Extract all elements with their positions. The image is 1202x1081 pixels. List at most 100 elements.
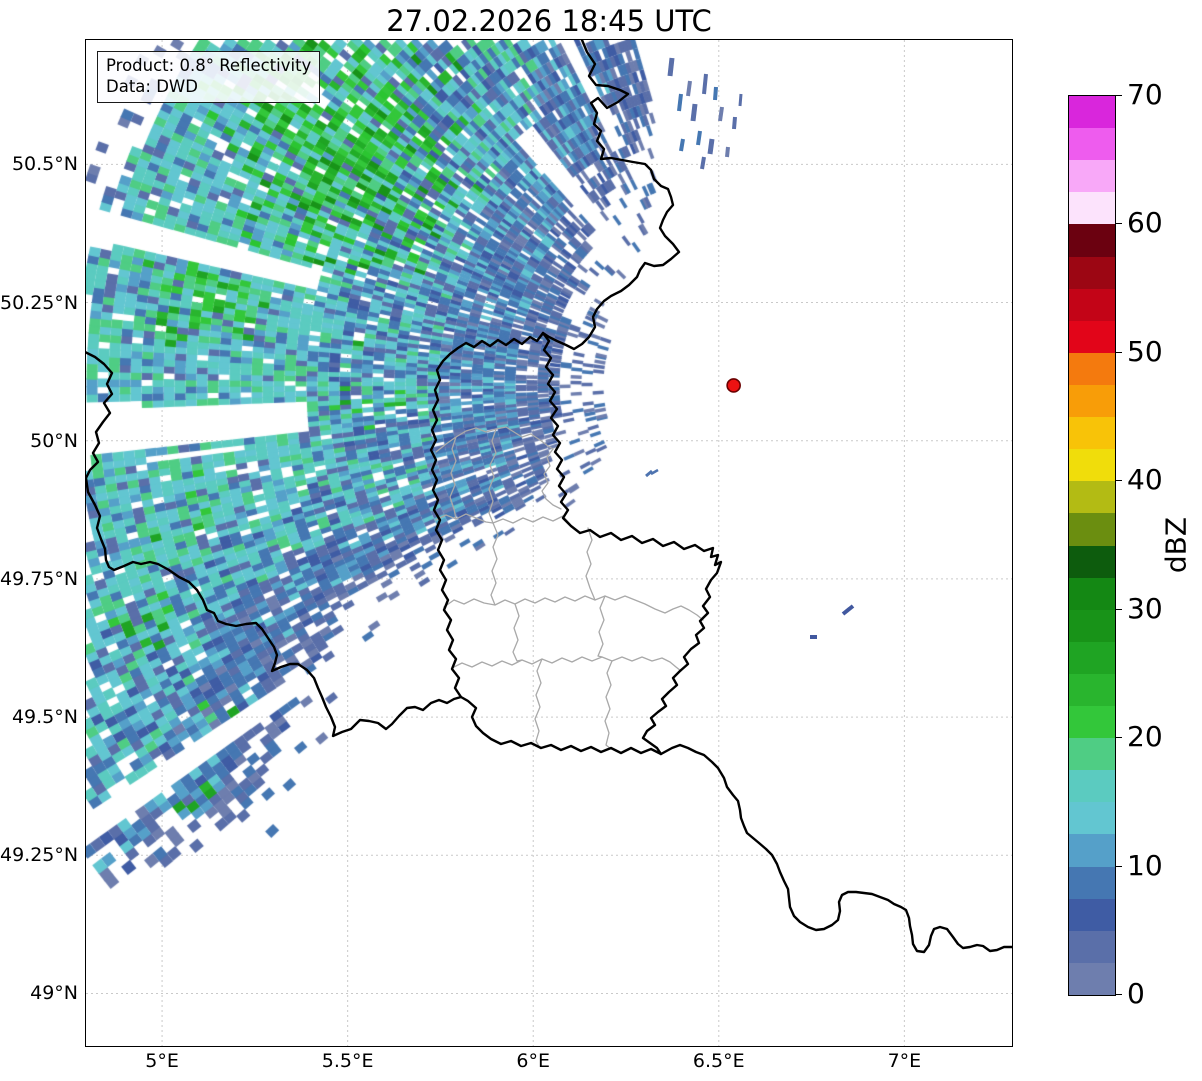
y-tick-label: 49°N [30, 982, 78, 1005]
isolated-echo-bin [707, 138, 715, 155]
radar-site-marker [726, 378, 741, 393]
colorbar-tick-mark [1115, 737, 1122, 739]
isolated-echo-bin [650, 468, 659, 476]
colorbar-segment [1069, 801, 1115, 835]
x-tick-label: 6°E [516, 1050, 551, 1072]
canton-border [534, 658, 543, 749]
annotation-source-line: Data: DWD [106, 77, 198, 97]
colorbar-tick-mark [1115, 480, 1122, 482]
colorbar-tick-label: 60 [1127, 206, 1163, 240]
colorbar-segment [1069, 223, 1115, 257]
colorbar-segment [1069, 256, 1115, 289]
y-tick-label: 49.25°N [0, 844, 79, 867]
isolated-echo-bin [645, 469, 653, 478]
colorbar-tick-label: 10 [1127, 848, 1163, 882]
country-border [541, 40, 681, 351]
colorbar-segment [1069, 384, 1115, 418]
isolated-echo-bin [696, 130, 702, 146]
colorbar-segment [1069, 866, 1115, 899]
colorbar-segment [1069, 641, 1115, 674]
colorbar-tick-label: 20 [1127, 720, 1163, 754]
colorbar-segment [1069, 705, 1115, 739]
colorbar-segment [1069, 545, 1115, 578]
isolated-echo-bin [725, 146, 730, 158]
colorbar-tick-mark [1115, 994, 1122, 995]
colorbar-tick-label: 50 [1127, 334, 1163, 368]
canton-border [604, 660, 613, 750]
isolated-echo-bin [679, 138, 685, 152]
colorbar-segment [1069, 288, 1115, 321]
map-borders-layer [86, 40, 1012, 954]
x-tick-label: 5°E [145, 1050, 179, 1072]
colorbar-segment [1069, 416, 1115, 450]
isolated-echo-bin [700, 156, 706, 170]
isolated-echo-bin [732, 116, 737, 130]
isolated-echo-bin [738, 93, 743, 107]
colorbar-tick-mark [1115, 95, 1122, 96]
colorbar-segment [1069, 737, 1115, 771]
colorbar-segment [1069, 609, 1115, 642]
canton-border [443, 595, 704, 621]
radar-echo-layer [86, 40, 1012, 1046]
isolated-echo-bin [718, 106, 724, 122]
isolated-echo-bin [677, 93, 683, 112]
colorbar-segment [1069, 95, 1115, 129]
colorbar-segment [1069, 930, 1115, 963]
colorbar-tick-label: 0 [1127, 977, 1145, 1010]
colorbar-tick-label: 70 [1127, 78, 1163, 111]
isolated-echo-bin [686, 80, 692, 97]
country-border [429, 331, 723, 756]
isolated-echo-bin [841, 604, 855, 616]
colorbar-segment [1069, 962, 1115, 995]
canton-border [435, 426, 554, 453]
colorbar-axis-label: dBZ [1159, 516, 1193, 574]
colorbar-segment [1069, 320, 1115, 353]
colorbar-segment [1069, 127, 1115, 161]
colorbar-segment [1069, 352, 1115, 385]
y-tick-label: 49.5°N [11, 706, 78, 729]
canton-border [490, 522, 499, 606]
canton-border [597, 595, 606, 658]
colorbar-tick-mark [1115, 865, 1122, 867]
canton-border [512, 603, 523, 662]
colorbar-segment [1069, 448, 1115, 482]
map-plot-area: Product: 0.8° Reflectivity Data: DWD [85, 39, 1013, 1047]
y-tick-label: 50.5°N [11, 153, 78, 176]
canton-border [488, 428, 497, 524]
product-annotation-box: Product: 0.8° Reflectivity Data: DWD [97, 51, 321, 103]
colorbar-tick-mark [1115, 608, 1122, 610]
colorbar-tick-mark [1115, 223, 1122, 225]
colorbar-segment [1069, 833, 1115, 867]
annotation-product-line: Product: 0.8° Reflectivity [106, 56, 312, 75]
country-border [659, 743, 1012, 954]
colorbar-segment [1069, 512, 1115, 546]
isolated-echo-bin [667, 57, 675, 77]
colorbar [1068, 95, 1116, 996]
figure-title: 27.02.2026 18:45 UTC [386, 4, 712, 38]
isolated-echo-bin [713, 86, 718, 101]
colorbar-segment [1069, 191, 1115, 225]
canton-border [435, 513, 571, 525]
x-tick-label: 5.5°E [321, 1050, 374, 1072]
x-tick-label: 6.5°E [692, 1050, 745, 1072]
y-tick-label: 50°N [30, 429, 78, 452]
colorbar-tick-mark [1115, 351, 1122, 353]
colorbar-tick-label: 30 [1127, 591, 1163, 625]
x-tick-label: 7°E [887, 1050, 922, 1072]
colorbar-segment [1069, 159, 1115, 193]
canton-border [585, 527, 596, 601]
colorbar-segment [1069, 673, 1115, 707]
canton-border [451, 656, 682, 672]
isolated-echo-bin [702, 73, 708, 95]
colorbar-segment [1069, 769, 1115, 803]
y-tick-label: 50.25°N [0, 291, 79, 314]
country-border [86, 351, 463, 738]
canton-border [449, 436, 457, 520]
colorbar-segment [1069, 898, 1115, 931]
colorbar-tick-label: 40 [1127, 463, 1163, 497]
canton-border [541, 448, 562, 510]
colorbar-segment [1069, 577, 1115, 610]
colorbar-segment [1069, 480, 1115, 514]
isolated-echo-bin [690, 103, 698, 122]
